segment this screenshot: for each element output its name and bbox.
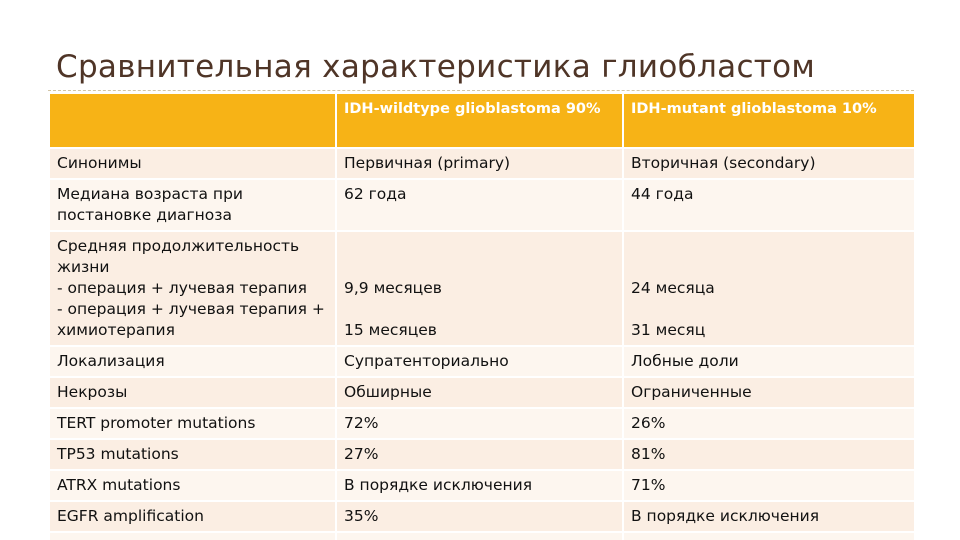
table-row: TERT promoter mutations 72% 26% xyxy=(48,407,916,440)
cell-idh-wildtype: 27% xyxy=(335,438,624,471)
cell-idh-mutant: Вторичная (secondary) xyxy=(622,147,916,180)
table-row: ATRX mutations В порядке исключения 71% xyxy=(48,469,916,502)
survival-label: Средняя продолжительность жизни xyxy=(57,237,300,276)
cell-idh-mutant: 71% xyxy=(622,469,916,502)
table-row: Синонимы Первичная (primary) Вторичная (… xyxy=(48,147,916,180)
row-label: Локализация xyxy=(48,345,337,378)
survival-value-chemoradiotherapy: 15 месяцев xyxy=(344,321,437,339)
row-label: Средняя продолжительность жизни - операц… xyxy=(48,230,337,347)
table-row: Медиана возраста при постановке диагноза… xyxy=(48,178,916,232)
table-row: Средняя продолжительность жизни - операц… xyxy=(48,230,916,347)
table-header-row: IDH-wildtype glioblastoma 90% IDH-mutant… xyxy=(48,92,916,149)
cell-idh-mutant: Ограниченные xyxy=(622,376,916,409)
cell-idh-wildtype: 9,9 месяцев 15 месяцев xyxy=(335,230,624,347)
cell-idh-mutant: В порядке исключения xyxy=(622,531,916,540)
cell-idh-mutant: В порядке исключения xyxy=(622,500,916,533)
survival-option-chemoradiotherapy: - операция + лучевая терапия + химиотера… xyxy=(57,300,325,339)
cell-idh-mutant: 24 месяца 31 месяц xyxy=(622,230,916,347)
row-label: Синонимы xyxy=(48,147,337,180)
cell-idh-wildtype: В порядке исключения xyxy=(335,469,624,502)
header-cell-idh-wildtype: IDH-wildtype glioblastoma 90% xyxy=(335,92,624,149)
survival-option-radiotherapy: - операция + лучевая терапия xyxy=(57,279,307,297)
row-label: TP53 mutations xyxy=(48,438,337,471)
cell-idh-mutant: 81% xyxy=(622,438,916,471)
header-cell-idh-mutant: IDH-mutant glioblastoma 10% xyxy=(622,92,916,149)
table-row: EGFR amplification 35% В порядке исключе… xyxy=(48,500,916,533)
cell-idh-wildtype: 62 года xyxy=(335,178,624,232)
cell-idh-wildtype: 72% xyxy=(335,407,624,440)
table-row: TP53 mutations 27% 81% xyxy=(48,438,916,471)
cell-idh-wildtype: Супратенториально xyxy=(335,345,624,378)
title-divider xyxy=(48,90,914,91)
slide-title: Сравнительная характеристика глиобластом xyxy=(56,49,816,85)
table-row: Некрозы Обширные Ограниченные xyxy=(48,376,916,409)
cell-idh-wildtype: Обширные xyxy=(335,376,624,409)
cell-idh-wildtype: 35% xyxy=(335,500,624,533)
header-cell-feature xyxy=(48,92,337,149)
row-label: EGFR amplification xyxy=(48,500,337,533)
survival-value-radiotherapy: 9,9 месяцев xyxy=(344,279,442,297)
comparison-table: IDH-wildtype glioblastoma 90% IDH-mutant… xyxy=(48,92,916,540)
row-label: ATRX mutations xyxy=(48,469,337,502)
cell-idh-wildtype: 24% xyxy=(335,531,624,540)
survival-value-radiotherapy: 24 месяца xyxy=(631,279,715,297)
row-label: Медиана возраста при постановке диагноза xyxy=(48,178,337,232)
table-row: PTEN mutations 24% В порядке исключения xyxy=(48,531,916,540)
table-row: Локализация Супратенториально Лобные дол… xyxy=(48,345,916,378)
cell-idh-mutant: Лобные доли xyxy=(622,345,916,378)
row-label: TERT promoter mutations xyxy=(48,407,337,440)
row-label: Некрозы xyxy=(48,376,337,409)
cell-idh-wildtype: Первичная (primary) xyxy=(335,147,624,180)
cell-idh-mutant: 44 года xyxy=(622,178,916,232)
row-label: PTEN mutations xyxy=(48,531,337,540)
survival-value-chemoradiotherapy: 31 месяц xyxy=(631,321,706,339)
cell-idh-mutant: 26% xyxy=(622,407,916,440)
